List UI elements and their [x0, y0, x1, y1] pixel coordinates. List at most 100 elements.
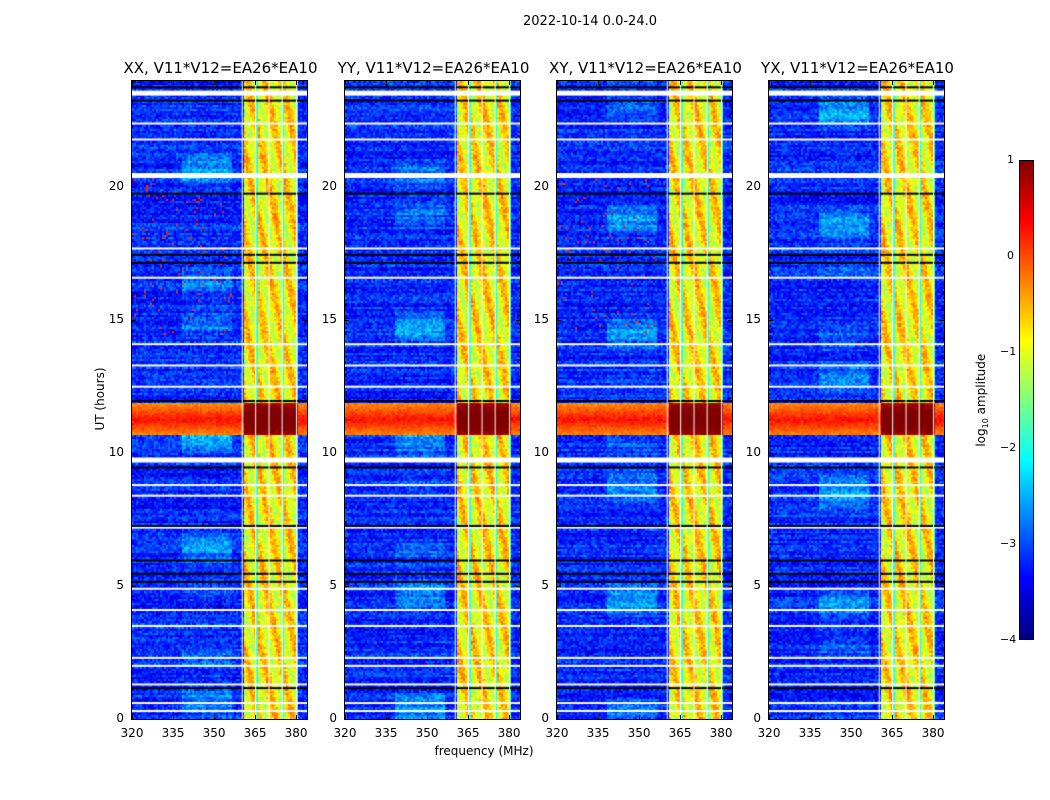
x-tick-label: 380: [921, 726, 945, 740]
x-tick-mark: [468, 81, 470, 85]
heatmap-image: [557, 81, 732, 719]
x-tick-mark: [598, 81, 600, 85]
x-tick-mark: [639, 715, 641, 719]
x-tick-mark: [680, 715, 682, 719]
colorbar-tick-label: −2: [1000, 441, 1017, 454]
colorbar-tick-label: −3: [1000, 537, 1017, 550]
x-tick-mark: [810, 81, 812, 85]
y-tick-mark: [728, 453, 732, 455]
x-tick-label: 335: [586, 726, 610, 740]
x-tick-label: 350: [202, 726, 226, 740]
y-tick-mark: [557, 453, 561, 455]
x-tick-label: 380: [709, 726, 733, 740]
x-tick-label: 335: [161, 726, 185, 740]
x-tick-label: 380: [497, 726, 521, 740]
y-tick-label: 10: [745, 445, 761, 460]
y-tick-label: 0: [329, 711, 337, 725]
y-tick-mark: [303, 586, 307, 588]
x-tick-mark: [255, 81, 257, 85]
y-tick-mark: [303, 719, 307, 720]
panel-title: XY, V11*V12=EA26*EA10: [549, 59, 742, 77]
y-tick-mark: [728, 586, 732, 588]
y-tick-mark: [769, 320, 773, 322]
x-tick-label: 365: [456, 726, 480, 740]
y-tick-mark: [557, 586, 561, 588]
y-tick-mark: [345, 320, 349, 322]
y-tick-label: 15: [745, 312, 761, 327]
x-tick-mark: [296, 715, 298, 719]
spectrogram-panel: YX, V11*V12=EA26*EA10 320 335 350 365 380 0 5 10…: [746, 59, 954, 740]
y-tick-label: 20: [108, 179, 124, 194]
y-tick-mark: [557, 187, 561, 189]
x-tick-mark: [427, 715, 429, 719]
y-tick-mark: [303, 320, 307, 322]
colorbar: [1019, 160, 1034, 640]
y-tick-label: 15: [321, 312, 337, 327]
x-tick-mark: [769, 81, 770, 85]
y-tick-label: 5: [541, 578, 549, 593]
y-tick-label: 0: [541, 711, 549, 725]
x-tick-mark: [598, 715, 600, 719]
x-tick-label: 320: [120, 726, 144, 740]
x-tick-mark: [386, 81, 388, 85]
x-tick-mark: [557, 715, 558, 719]
x-tick-mark: [557, 81, 558, 85]
y-tick-mark: [303, 453, 307, 455]
y-tick-mark: [516, 187, 520, 189]
y-tick-mark: [345, 187, 349, 189]
y-tick-label: 10: [533, 445, 549, 460]
y-tick-mark: [516, 719, 520, 720]
x-tick-label: 320: [333, 726, 357, 740]
x-tick-label: 350: [415, 726, 439, 740]
y-tick-mark: [940, 187, 944, 189]
x-tick-mark: [933, 81, 935, 85]
y-tick-mark: [345, 586, 349, 588]
y-tick-mark: [728, 320, 732, 322]
x-tick-mark: [255, 715, 257, 719]
colorbar-tick-label: −1: [1000, 345, 1017, 358]
heatmap-image: [345, 81, 520, 719]
x-tick-label: 365: [243, 726, 267, 740]
y-tick-mark: [516, 586, 520, 588]
x-tick-mark: [680, 81, 682, 85]
x-tick-mark: [721, 715, 723, 719]
y-tick-label: 15: [533, 312, 549, 327]
y-tick-mark: [769, 187, 773, 189]
heatmap-image: [132, 81, 307, 719]
x-axis-label: frequency (MHz): [434, 744, 534, 758]
colorbar-tick-label: 0: [1007, 249, 1014, 262]
y-tick-mark: [345, 719, 349, 720]
y-tick-mark: [728, 719, 732, 720]
figure-title: 2022-10-14 0.0-24.0: [523, 14, 657, 29]
x-tick-mark: [851, 715, 853, 719]
x-tick-mark: [214, 715, 216, 719]
x-tick-label: 350: [627, 726, 651, 740]
y-tick-label: 20: [533, 179, 549, 194]
spectrogram-panel: XY, V11*V12=EA26*EA10 320 335 350 365 380 0 5 10…: [534, 59, 742, 740]
y-tick-label: 0: [116, 711, 124, 725]
x-tick-mark: [132, 715, 133, 719]
x-tick-mark: [892, 715, 894, 719]
y-tick-mark: [303, 187, 307, 189]
x-tick-mark: [132, 81, 133, 85]
y-tick-label: 5: [753, 578, 761, 593]
x-tick-label: 350: [839, 726, 863, 740]
y-tick-mark: [132, 187, 136, 189]
y-tick-label: 20: [321, 179, 337, 194]
y-tick-mark: [728, 187, 732, 189]
x-tick-mark: [639, 81, 641, 85]
y-tick-mark: [940, 586, 944, 588]
x-tick-mark: [386, 715, 388, 719]
y-tick-mark: [516, 453, 520, 455]
colorbar-tick-label: −4: [1000, 633, 1017, 646]
y-tick-label: 15: [108, 312, 124, 327]
x-tick-mark: [892, 81, 894, 85]
x-tick-mark: [296, 81, 298, 85]
x-tick-mark: [345, 715, 346, 719]
x-tick-mark: [214, 81, 216, 85]
y-tick-mark: [345, 453, 349, 455]
x-tick-label: 365: [668, 726, 692, 740]
y-tick-mark: [516, 320, 520, 322]
y-tick-mark: [557, 719, 561, 720]
